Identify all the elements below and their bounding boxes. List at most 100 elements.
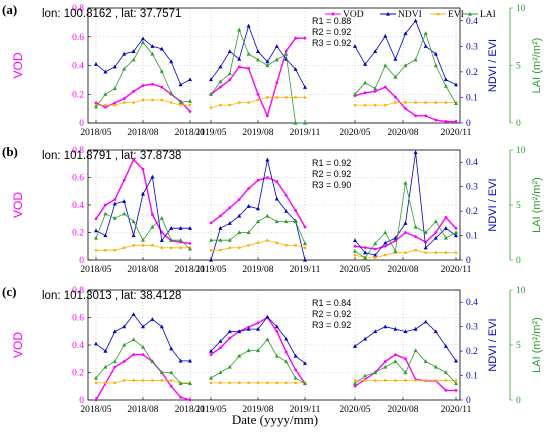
- panel-title: lon: 101.3013 , lat: 38.4128: [42, 290, 181, 302]
- ytick-right2-label: 0: [516, 119, 521, 129]
- point-lai: [141, 238, 145, 242]
- point-ndvi: [363, 250, 368, 255]
- point-lai: [383, 230, 388, 235]
- point-ndvi: [94, 341, 98, 346]
- point-evi: [256, 98, 260, 102]
- ylabel-right2: LAI (m²/m²): [531, 177, 543, 233]
- point-ndvi: [274, 196, 279, 201]
- point-lai: [393, 359, 398, 364]
- ytick-right2-label: 10: [516, 146, 526, 156]
- point-lai: [413, 224, 418, 229]
- point-evi: [209, 249, 213, 252]
- point-evi: [444, 379, 448, 382]
- point-evi: [303, 246, 307, 249]
- point-vod: [122, 178, 126, 182]
- point-evi: [132, 379, 135, 382]
- xtick-label: 2018/08: [127, 128, 158, 138]
- point-vod: [394, 239, 397, 243]
- point-vod: [94, 398, 98, 402]
- point-lai: [112, 86, 117, 91]
- xtick-label: 2018/08: [127, 265, 158, 275]
- point-ndvi: [131, 233, 136, 238]
- point-evi: [160, 98, 163, 102]
- ytick-right2-label: 5: [516, 201, 521, 211]
- point-ndvi: [393, 235, 398, 240]
- point-evi: [414, 101, 417, 104]
- point-evi: [275, 96, 278, 99]
- point-ndvi: [141, 324, 145, 329]
- point-ndvi: [169, 346, 174, 351]
- point-ndvi: [393, 326, 398, 331]
- point-lai: [246, 230, 251, 235]
- xtick-label: 2019/11: [290, 405, 321, 415]
- point-vod: [424, 114, 428, 118]
- point-ndvi: [256, 206, 260, 211]
- point-lai: [141, 40, 145, 45]
- point-lai: [373, 370, 378, 375]
- point-ndvi: [103, 348, 108, 353]
- point-ndvi: [169, 226, 174, 230]
- ytick-right1-label: 0.2: [466, 68, 478, 78]
- point-ndvi: [413, 150, 418, 155]
- point-ndvi: [373, 329, 378, 334]
- point-lai: [353, 381, 357, 386]
- point-ndvi: [284, 208, 289, 213]
- point-vod: [414, 235, 417, 239]
- xtick-label: 2020/08: [387, 265, 418, 275]
- ytick-right1-label: 0.1: [466, 232, 478, 242]
- point-lai: [265, 63, 270, 68]
- point-ndvi: [227, 221, 232, 225]
- point-vod: [104, 203, 107, 207]
- point-lai: [141, 345, 145, 349]
- point-ndvi: [363, 336, 368, 341]
- point-ndvi: [141, 191, 145, 196]
- point-ndvi: [293, 67, 298, 71]
- point-evi: [434, 379, 437, 382]
- point-vod: [247, 187, 251, 190]
- ytick-right1-label: 0: [466, 396, 471, 406]
- point-ndvi: [303, 257, 307, 262]
- point-ndvi: [256, 49, 260, 54]
- point-ndvi: [159, 46, 164, 51]
- point-vod: [434, 118, 438, 122]
- point-lai: [227, 71, 232, 76]
- point-vod: [275, 81, 279, 85]
- point-lai: [373, 241, 378, 246]
- point-vod: [275, 180, 279, 184]
- point-ndvi: [218, 64, 223, 69]
- point-evi: [414, 379, 417, 382]
- point-ndvi: [159, 238, 164, 243]
- point-ndvi: [188, 358, 192, 363]
- point-vod: [404, 357, 407, 361]
- point-vod: [237, 198, 241, 201]
- xtick-label: 2018/05: [80, 265, 111, 275]
- point-ndvi: [141, 36, 145, 41]
- ytick-right2-label: 10: [516, 286, 526, 296]
- point-vod: [113, 365, 117, 369]
- point-lai: [103, 92, 108, 96]
- point-vod: [104, 105, 107, 109]
- point-evi: [132, 244, 135, 247]
- point-vod: [228, 78, 232, 82]
- point-lai: [112, 359, 117, 364]
- point-evi: [374, 103, 377, 107]
- point-ndvi: [353, 238, 357, 243]
- point-lai: [122, 211, 127, 216]
- point-ndvi: [353, 44, 357, 48]
- point-vod: [404, 231, 407, 234]
- point-evi: [394, 101, 397, 104]
- annotation-r2: R2 = 0.92: [312, 309, 351, 319]
- point-evi: [170, 246, 173, 249]
- point-vod: [284, 350, 288, 354]
- point-evi: [384, 253, 387, 257]
- point-lai: [265, 213, 270, 218]
- annotation-r3: R3 = 0.92: [312, 320, 351, 330]
- point-lai: [150, 51, 155, 56]
- ylabel-left: VOD: [11, 192, 25, 218]
- annotation-r1: R1 = 0.88: [312, 16, 351, 26]
- point-evi: [113, 381, 116, 385]
- ylabel-left: VOD: [11, 332, 25, 358]
- point-evi: [444, 251, 448, 254]
- point-evi: [123, 379, 126, 382]
- point-lai: [209, 375, 213, 380]
